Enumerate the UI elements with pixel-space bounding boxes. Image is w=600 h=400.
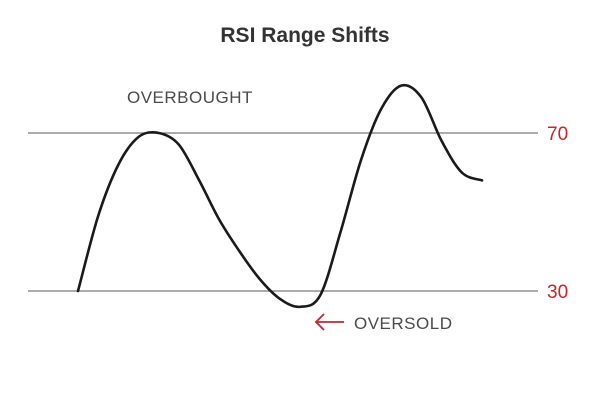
overbought-level-label: 70 [547, 124, 568, 145]
chart-title: RSI Range Shifts [220, 24, 389, 47]
rsi-series-line [76, 83, 484, 309]
rsi-point-group [77, 84, 484, 308]
oversold-arrow-icon [314, 313, 344, 331]
oversold-level-label: 30 [547, 282, 568, 303]
oversold-annotation: OVERSOLD [354, 314, 452, 333]
overbought-annotation: OVERBOUGHT [127, 88, 253, 107]
